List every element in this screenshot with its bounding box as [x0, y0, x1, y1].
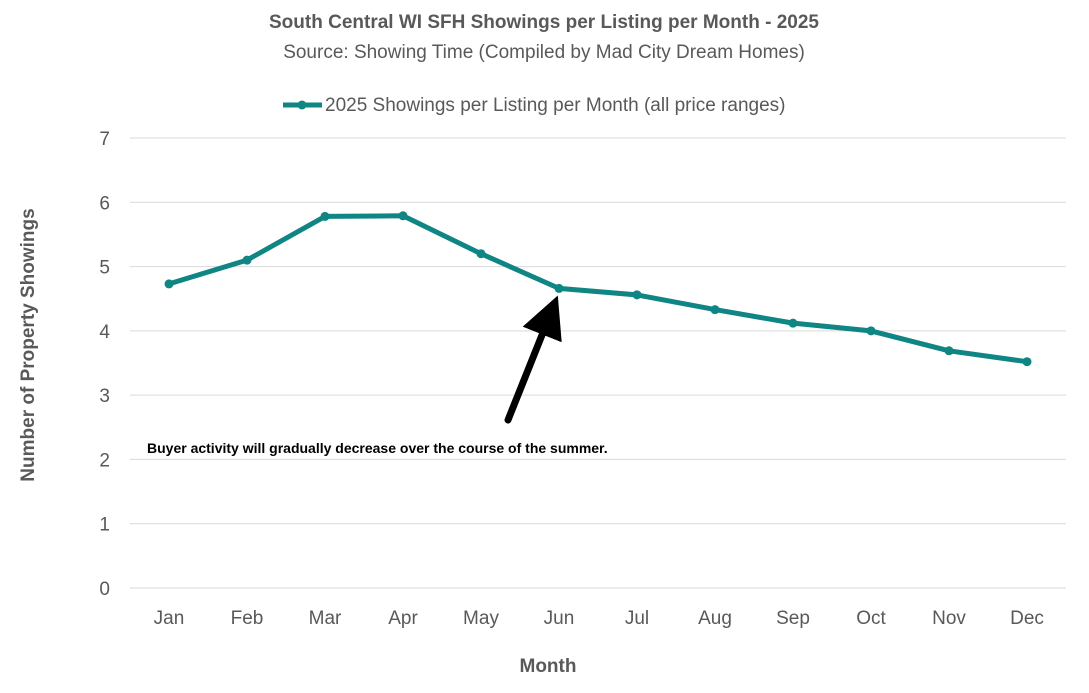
y-axis-title: Number of Property Showings — [18, 208, 39, 481]
x-tick-label: Dec — [1010, 608, 1044, 629]
y-tick-label: 1 — [99, 515, 110, 536]
data-point-dec — [1022, 357, 1032, 367]
data-point-aug — [710, 305, 720, 315]
annotation-arrow — [504, 295, 562, 424]
data-point-mar — [320, 211, 330, 221]
x-tick-label: Jan — [154, 608, 185, 629]
x-tick-label: Oct — [856, 608, 886, 629]
y-tick-label: 7 — [99, 129, 110, 150]
legend-point-marker — [297, 100, 307, 110]
series-line — [166, 213, 1030, 365]
y-tick-label: 5 — [99, 258, 110, 279]
annotation-text: Buyer activity will gradually decrease o… — [147, 440, 608, 456]
x-tick-label: Feb — [231, 608, 264, 629]
legend-label: 2025 Showings per Listing per Month (all… — [325, 95, 785, 116]
chart-title: South Central WI SFH Showings per Listin… — [269, 12, 819, 33]
y-tick-label: 2 — [99, 450, 110, 471]
data-point-nov — [944, 346, 954, 356]
x-tick-label: Jul — [625, 608, 649, 629]
data-point-apr — [398, 211, 408, 221]
data-point-may — [476, 249, 486, 259]
data-point-oct — [866, 326, 876, 336]
x-tick-label: Apr — [388, 608, 418, 629]
y-tick-label: 0 — [99, 579, 110, 600]
data-point-jan — [164, 279, 174, 289]
x-tick-label: Mar — [309, 608, 342, 629]
y-tick-label: 3 — [99, 386, 110, 407]
data-point-jul — [632, 290, 642, 300]
data-point-feb — [242, 255, 252, 265]
y-tick-label: 4 — [99, 322, 110, 343]
data-point-sep — [788, 318, 798, 328]
x-tick-label: Sep — [776, 608, 810, 629]
data-point-jun — [554, 283, 564, 293]
gridlines — [130, 137, 1066, 589]
x-axis-title: Month — [520, 656, 577, 677]
x-tick-label: Jun — [544, 608, 575, 629]
x-tick-label: Aug — [698, 608, 732, 629]
x-axis-ticks: Jan Feb Mar Apr May Jun Jul Aug Sep Oct Nov Dec — [154, 608, 1044, 629]
x-tick-label: May — [463, 608, 499, 629]
x-tick-label: Nov — [932, 608, 966, 629]
y-tick-label: 6 — [99, 193, 110, 214]
chart-subtitle: Source: Showing Time (Compiled by Mad Ci… — [283, 42, 805, 63]
legend: 2025 Showings per Listing per Month (all… — [283, 95, 785, 116]
series-layer — [164, 211, 1032, 367]
y-axis-ticks: 0 1 2 3 4 5 6 7 — [99, 129, 110, 600]
